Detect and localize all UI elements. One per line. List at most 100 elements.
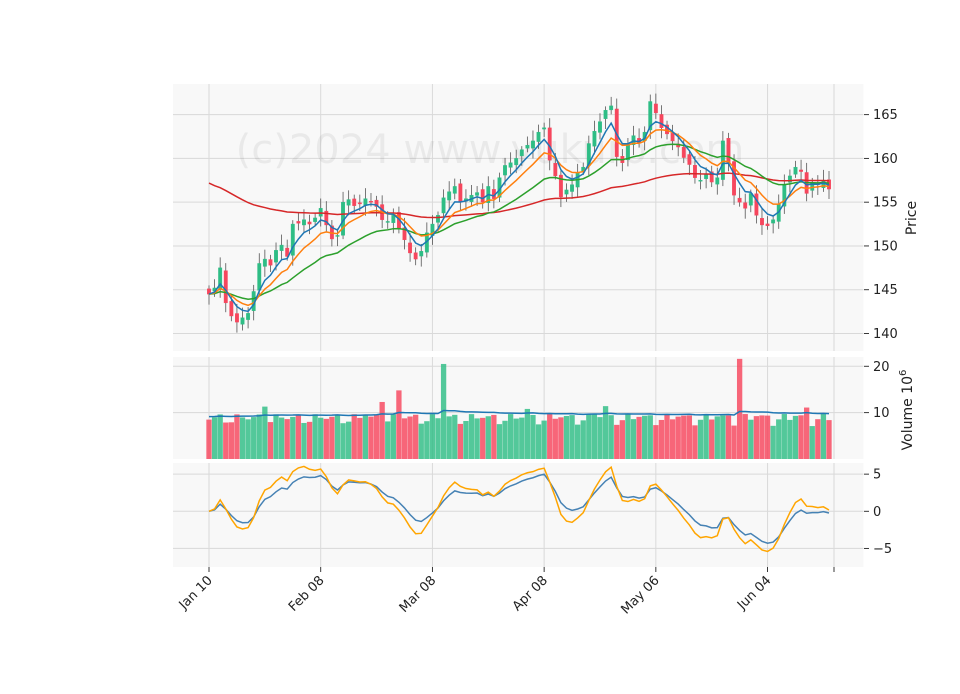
price-axis-tick-label: 155 — [873, 196, 898, 211]
volume-bar — [703, 414, 709, 459]
x-axis-tick-label: Mar 08 — [397, 573, 440, 616]
volume-bar — [591, 413, 598, 459]
ma-mid-line — [208, 128, 830, 307]
volume-bar — [636, 416, 642, 459]
volume-bar — [809, 426, 815, 459]
candle-body — [419, 251, 424, 257]
x-axis-tick-label: Jan 10 — [176, 573, 216, 613]
candle-body — [352, 198, 357, 206]
volume-bar — [507, 414, 514, 459]
volume-bar — [234, 414, 240, 459]
volume-bar — [345, 421, 352, 459]
volume-bar — [787, 419, 793, 459]
volume-bar — [379, 401, 385, 459]
candle-body — [240, 317, 245, 325]
candle-body — [307, 221, 312, 225]
volume-bar — [217, 414, 223, 459]
volume-bar — [407, 416, 413, 459]
volume-bar — [574, 424, 581, 459]
price-axis-tick-label: 140 — [873, 327, 898, 342]
candle-body — [793, 166, 798, 175]
candle-body — [503, 165, 507, 176]
candle-body — [743, 202, 748, 209]
candle-body — [592, 131, 597, 147]
candle-body — [246, 313, 251, 320]
candle-body — [720, 140, 725, 180]
candle-body — [402, 227, 407, 241]
candle-body — [693, 165, 697, 178]
candle-body — [659, 114, 664, 128]
volume-bar — [753, 416, 760, 459]
candle-body — [458, 183, 463, 203]
volume-bar — [524, 408, 531, 459]
candle-body — [586, 143, 591, 166]
volume-bar — [273, 414, 279, 459]
volume-bar — [714, 416, 720, 459]
volume-bar — [223, 422, 229, 459]
volume-bar — [535, 424, 542, 459]
candle-body — [324, 210, 329, 226]
candle-body — [519, 149, 524, 157]
volume-bar — [776, 419, 782, 459]
volume-bar — [731, 425, 737, 459]
candle-body — [570, 184, 574, 192]
candle-body — [480, 189, 485, 203]
volume-axis-label: Volume 106 — [898, 370, 916, 451]
candle-body — [257, 263, 262, 291]
candle-body — [357, 202, 362, 205]
candle-body — [525, 145, 530, 149]
volume-bar — [653, 425, 659, 459]
candle-body — [737, 197, 742, 203]
volume-bar — [792, 415, 799, 459]
volume-bar — [686, 415, 693, 459]
volume-bar — [491, 414, 497, 459]
volume-bar — [457, 423, 464, 459]
oscillator-axis-tick-label: 5 — [873, 468, 881, 483]
volume-bar — [580, 420, 586, 459]
volume-bar — [206, 419, 212, 459]
volume-bar — [468, 414, 475, 459]
candle-body — [346, 199, 351, 206]
volume-bar — [519, 417, 525, 459]
candle-body — [726, 138, 731, 163]
candle-body — [631, 135, 636, 145]
candle-body — [335, 235, 340, 237]
candle-body — [609, 105, 614, 111]
oscillator-axis-tick-label: 0 — [873, 505, 881, 520]
candle-body — [302, 219, 306, 226]
volume-bar — [820, 414, 827, 459]
volume-bar — [608, 415, 614, 459]
volume-bar — [301, 422, 307, 459]
volume-bar — [334, 414, 341, 459]
candle-body — [441, 197, 446, 214]
volume-bar — [390, 414, 396, 459]
volume-bar — [340, 423, 346, 459]
price-axis-tick-label: 165 — [873, 108, 898, 123]
volume-bar — [815, 419, 821, 459]
candle-body — [447, 191, 452, 201]
volume-bar — [306, 421, 313, 459]
candle-body — [765, 223, 770, 227]
x-axis-tick-label: Feb 08 — [286, 573, 328, 615]
volume-bar — [826, 420, 832, 459]
candle-body — [553, 162, 558, 177]
volume-bar — [295, 414, 302, 459]
volume-bar — [541, 420, 547, 459]
candle-body — [531, 140, 535, 149]
volume-bar — [440, 363, 447, 459]
candle-body — [709, 171, 714, 183]
candle-body — [374, 199, 379, 207]
volume-bar — [770, 425, 776, 459]
volume-bar — [552, 418, 558, 459]
volume-bar — [647, 415, 653, 459]
volume-bar — [602, 406, 609, 459]
candle-body — [598, 121, 602, 133]
price-axis-label: Price — [904, 201, 920, 235]
candle-body — [436, 215, 440, 223]
volume-bar — [278, 417, 285, 459]
candle-body — [799, 169, 804, 172]
candle-body — [262, 258, 267, 267]
ma-short-line — [208, 120, 830, 313]
